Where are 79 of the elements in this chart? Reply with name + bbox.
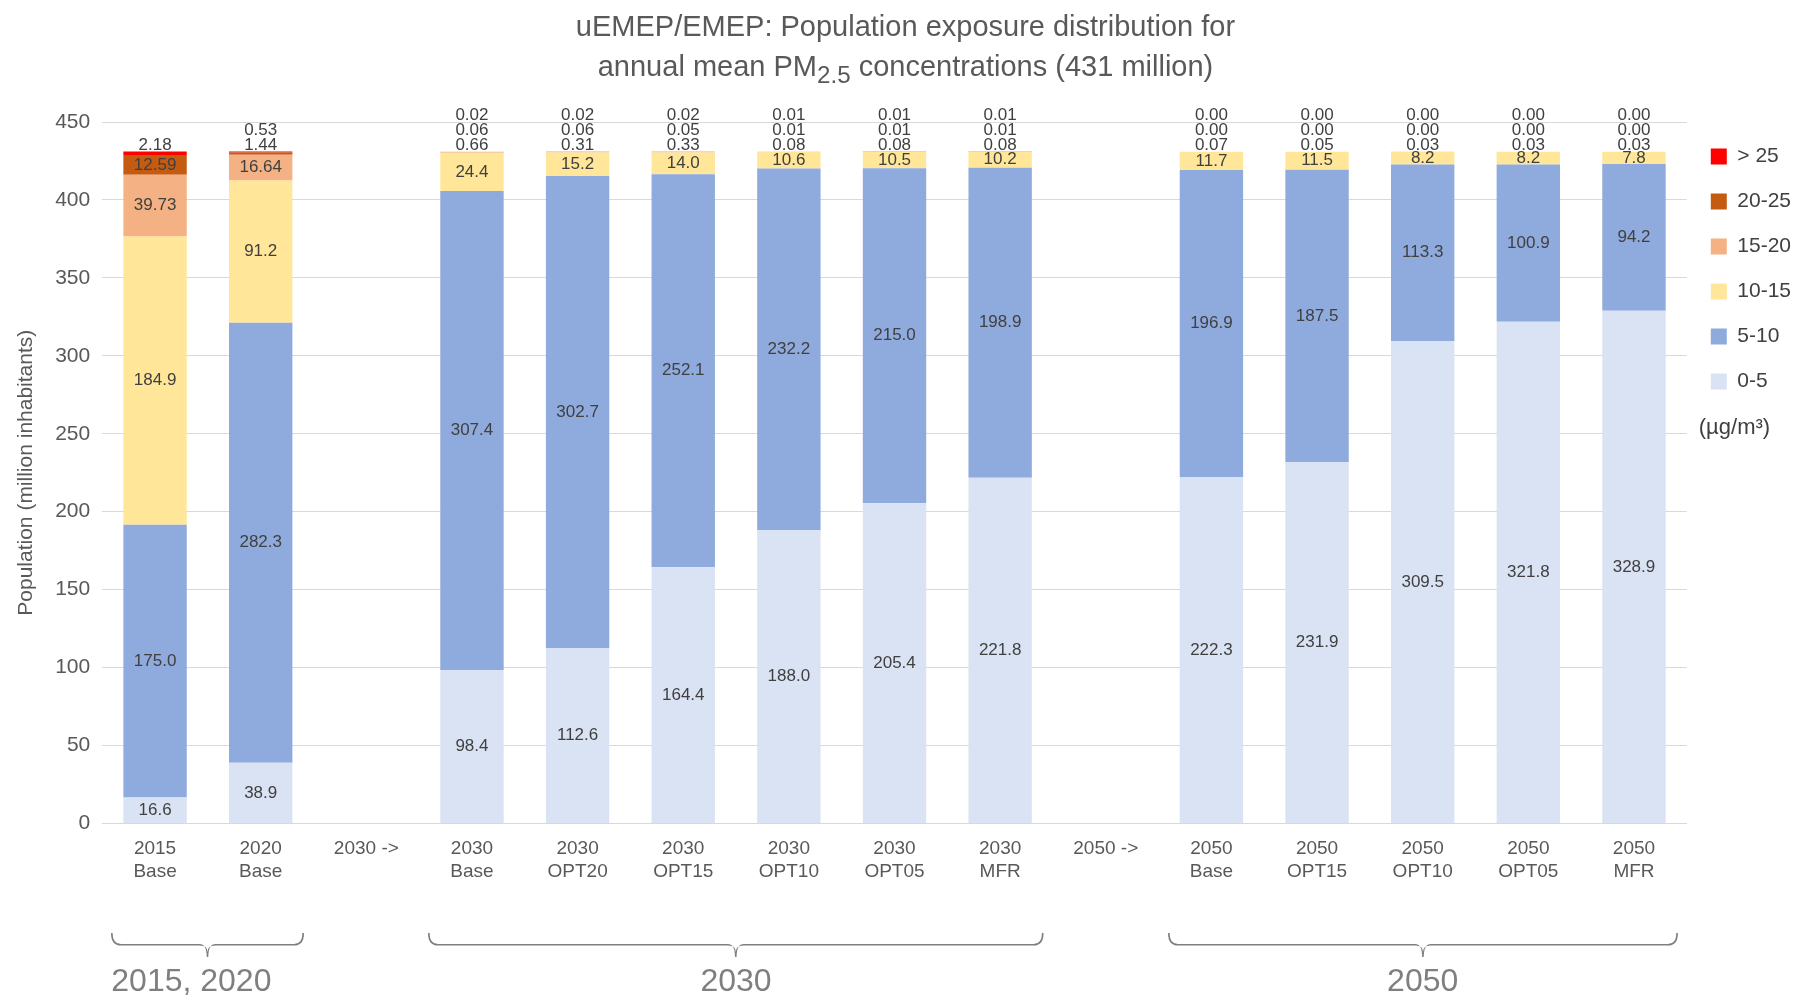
legend-label: 5-10 — [1737, 323, 1780, 347]
x-tick-label: 2050 OPT15 — [1286, 837, 1348, 881]
data-label: 94.2 — [1617, 227, 1651, 247]
data-label: 38.9 — [244, 782, 278, 802]
data-label: 187.5 — [1295, 305, 1339, 325]
data-label: 39.73 — [133, 195, 177, 215]
data-label: 10.6 — [772, 149, 806, 169]
data-label: 222.3 — [1190, 639, 1233, 659]
x-tick-label: 2050 MFR — [1612, 837, 1656, 881]
legend-label: 10-15 — [1737, 278, 1792, 302]
data-label: 12.59 — [133, 154, 177, 174]
y-axis-title: Population (million inhabitants) — [13, 329, 37, 616]
data-label: 328.9 — [1612, 556, 1656, 576]
data-label: 16.6 — [138, 799, 172, 819]
data-label: 221.8 — [978, 639, 1022, 659]
legend-label: 0-5 — [1737, 368, 1768, 392]
data-label: 302.7 — [556, 401, 599, 421]
text: 2050 — [1387, 962, 1459, 999]
y-tick-label: 50 — [66, 732, 91, 756]
legend-label: > 25 — [1737, 143, 1779, 167]
x-tick-label: 2030 Base — [450, 837, 494, 881]
y-tick-label: 300 — [55, 342, 91, 366]
data-label: 215.0 — [873, 325, 916, 345]
x-tick-label: 2030 OPT20 — [547, 837, 608, 881]
data-label: 112.6 — [556, 725, 599, 745]
data-label: 205.4 — [873, 652, 916, 672]
text: 2015, 2020 — [111, 962, 272, 999]
data-label: 15.2 — [561, 153, 595, 173]
data-label: 164.4 — [661, 684, 705, 704]
y-tick-label: 200 — [55, 498, 91, 522]
data-label: 188.0 — [767, 666, 811, 686]
data-label: 252.1 — [661, 360, 705, 380]
x-tick-label: 2050 Base — [1189, 837, 1234, 881]
data-label: 16.64 — [239, 157, 282, 177]
data-label: 307.4 — [450, 420, 494, 440]
data-label: 100.9 — [1507, 232, 1550, 252]
x-tick-label: 2030 OPT05 — [864, 837, 925, 881]
data-label: 91.2 — [244, 241, 278, 261]
y-tick-label: 400 — [55, 186, 91, 210]
data-label: 232.2 — [767, 339, 811, 359]
data-label: 1.44 — [244, 135, 278, 155]
data-label: 184.9 — [133, 370, 177, 390]
data-label: 231.9 — [1295, 632, 1339, 652]
x-tick-label: 2030 OPT10 — [758, 837, 819, 881]
x-tick-label: 2050 -> — [1073, 837, 1139, 859]
y-tick-label: 450 — [55, 108, 91, 132]
data-label: 175.0 — [133, 650, 177, 670]
data-label: 198.9 — [978, 312, 1022, 332]
data-label: 196.9 — [1190, 313, 1233, 333]
data-label: 10.5 — [877, 149, 912, 169]
data-label: 321.8 — [1507, 562, 1550, 582]
data-label: 282.3 — [239, 532, 282, 552]
y-tick-label: 0 — [78, 810, 91, 834]
data-label: 24.4 — [455, 161, 489, 181]
x-tick-label: 2030 OPT15 — [653, 837, 714, 881]
data-label: 0.33 — [666, 135, 700, 155]
legend-label: 20-25 — [1737, 188, 1792, 212]
legend-label: 15-20 — [1737, 233, 1792, 257]
x-tick-label: 2030 MFR — [979, 837, 1022, 881]
x-tick-label: 2050 OPT10 — [1392, 837, 1453, 881]
y-tick-label: 250 — [55, 420, 91, 444]
x-tick-label: 2050 OPT05 — [1498, 837, 1559, 881]
text: 2030 — [700, 962, 772, 999]
data-label: 11.5 — [1301, 150, 1333, 170]
data-label: 0.66 — [455, 135, 489, 155]
x-tick-label: 2020 Base — [239, 837, 283, 881]
legend-title: (µg/m³) — [1698, 414, 1771, 440]
data-label: 309.5 — [1401, 571, 1444, 591]
data-label: 2.18 — [138, 135, 172, 155]
data-label: 0.31 — [561, 135, 595, 155]
y-tick-label: 350 — [55, 264, 91, 288]
x-tick-label: 2030 -> — [333, 837, 399, 859]
data-label: 98.4 — [455, 736, 489, 756]
y-tick-label: 100 — [55, 654, 91, 678]
data-label: 113.3 — [1402, 242, 1444, 262]
x-tick-label: 2015 Base — [133, 837, 177, 881]
data-label: 14.0 — [666, 152, 700, 172]
y-tick-label: 150 — [55, 576, 91, 600]
chart-title: uEMEP/EMEP: Population exposure distribution for annual mean PM$_{2.5}$ concentrations (431 million) — [574, 9, 1237, 90]
